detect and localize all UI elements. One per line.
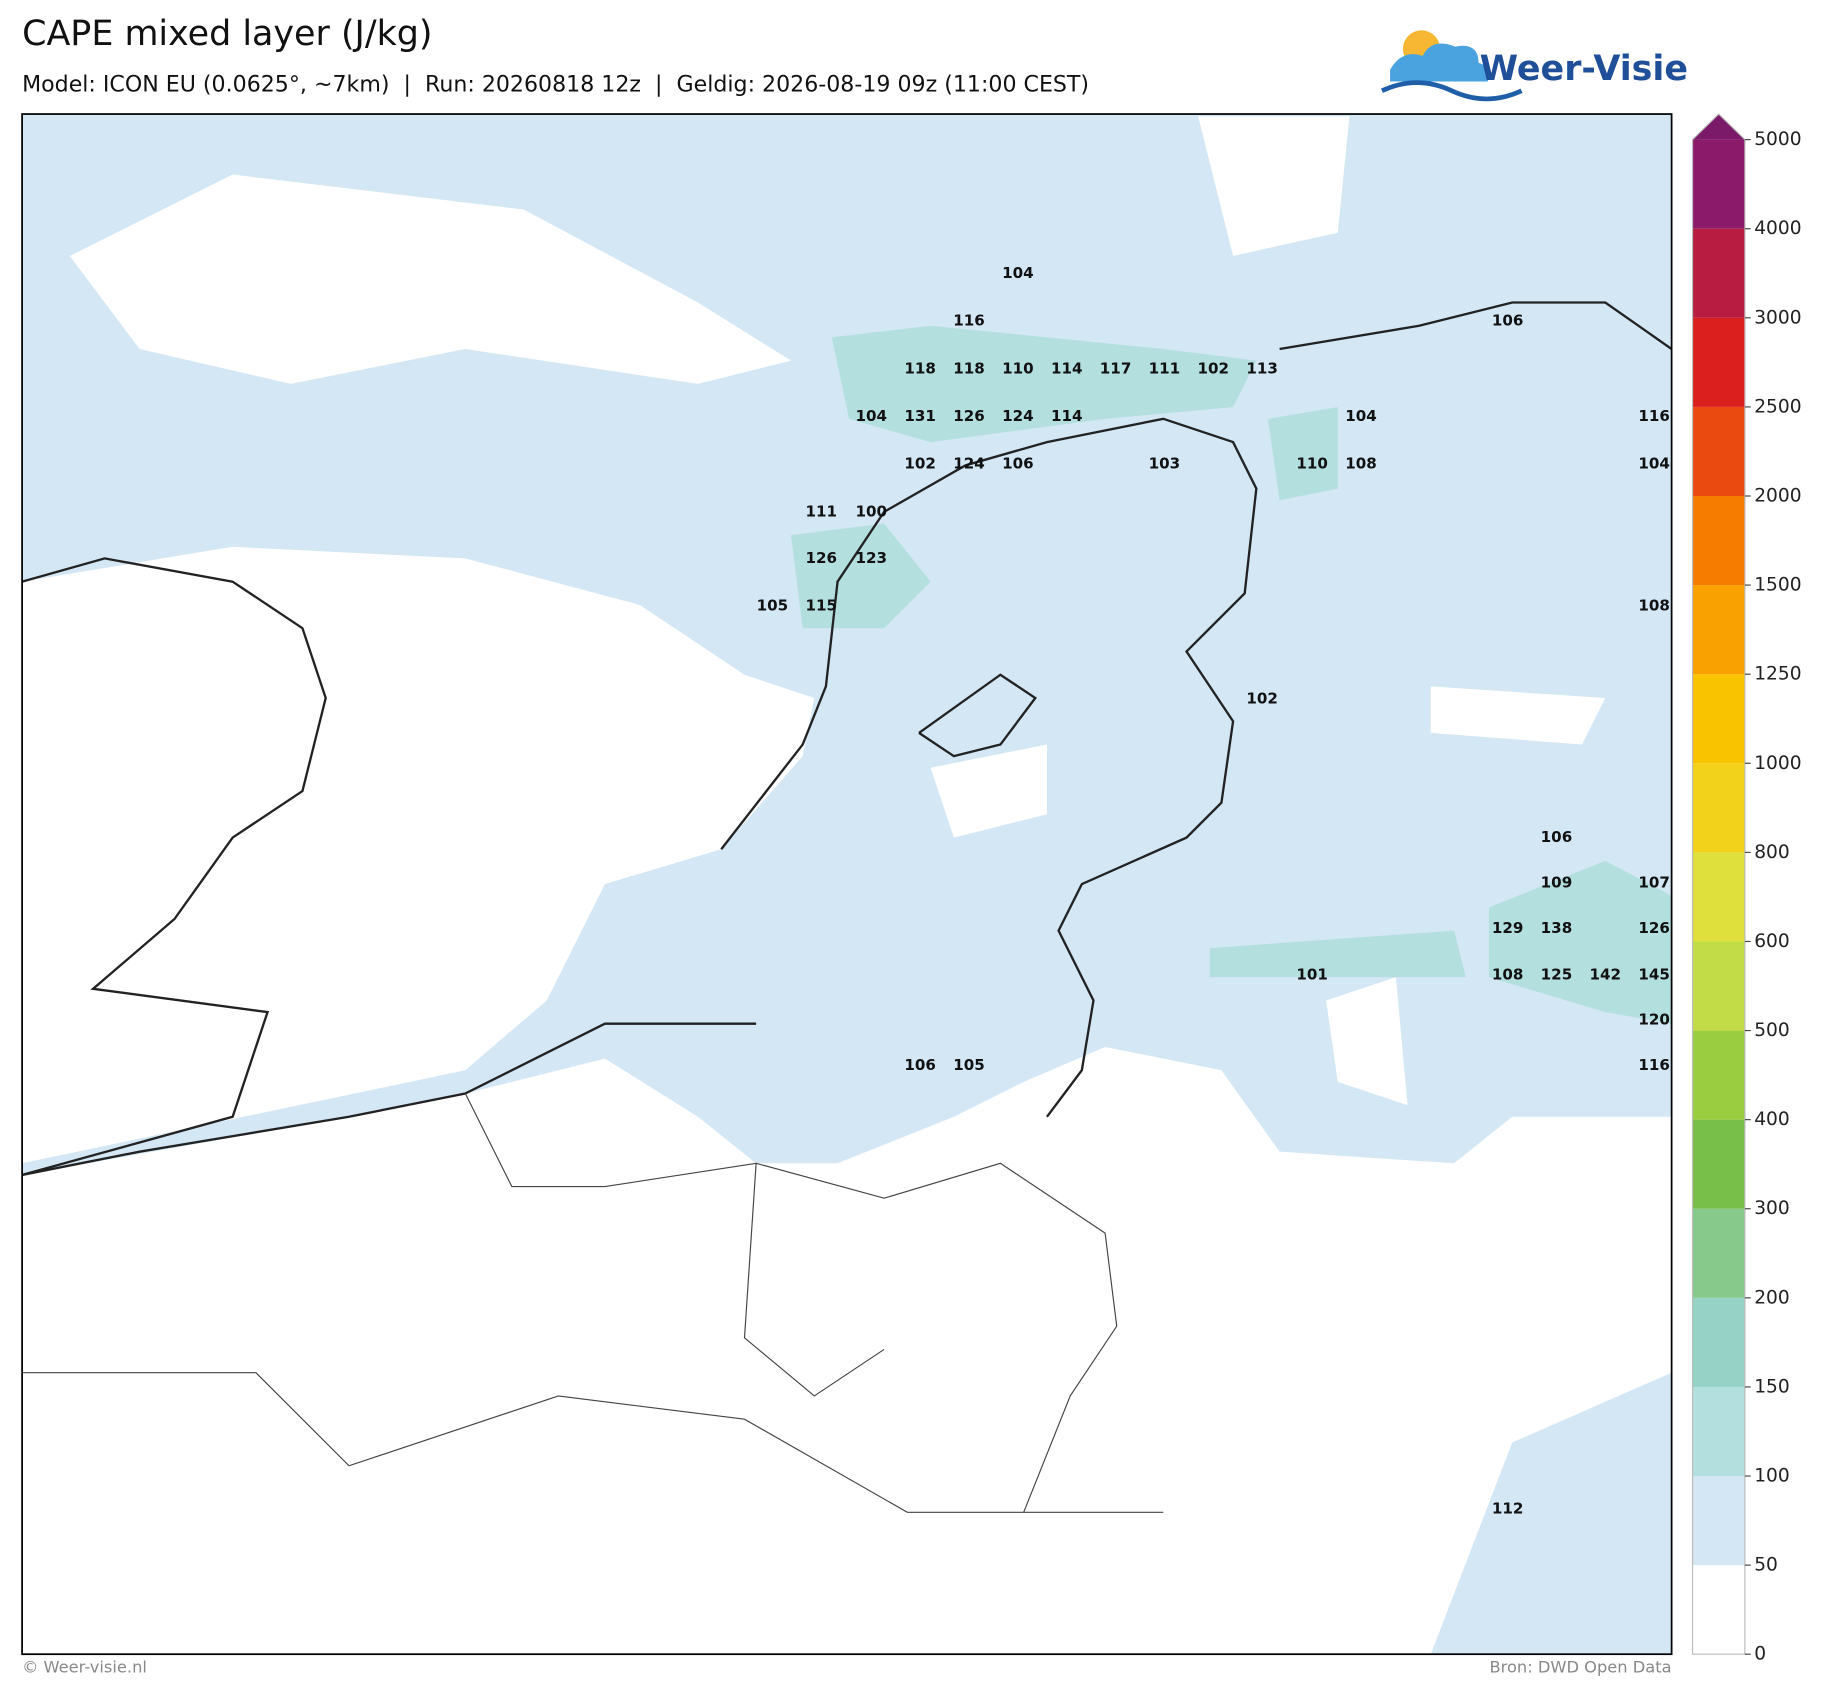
value-label: 104: [1345, 407, 1377, 425]
value-label: 102: [904, 455, 936, 473]
value-labels: 104 116 106 118 118 110 114 117 111 102 113 104 131 1…: [757, 264, 1670, 1517]
colorbar-tick-label: 500: [1754, 1020, 1790, 1041]
colorbar-segment: [1692, 1386, 1745, 1477]
colorbar-segment: [1692, 1208, 1745, 1298]
value-label: 106: [904, 1056, 936, 1074]
value-label: 105: [953, 1056, 985, 1074]
colorbar-tick-label: 1000: [1754, 753, 1801, 774]
value-label: 123: [856, 549, 888, 567]
value-label: 118: [953, 359, 985, 377]
value-label: 111: [1149, 359, 1181, 377]
value-label: 116: [1638, 407, 1670, 425]
value-label: 109: [1541, 873, 1573, 891]
footer-left: © Weer-visie.nl: [22, 1658, 147, 1677]
colorbar-tick-label: 4000: [1754, 218, 1801, 239]
colorbar-tick-label: 300: [1754, 1198, 1790, 1219]
value-label: 126: [1638, 919, 1670, 937]
value-label: 118: [904, 359, 936, 377]
colorbar-tick-label: 0: [1754, 1644, 1766, 1665]
value-label: 111: [805, 502, 837, 520]
value-label: 138: [1541, 919, 1573, 937]
colorbar-segment: [1692, 852, 1745, 942]
colorbar-segment: [1692, 496, 1745, 586]
colorbar-extend: [1692, 114, 1745, 140]
colorbar-tick-label: 3000: [1754, 307, 1801, 328]
colorbar-segment: [1692, 1297, 1745, 1387]
value-label: 124: [953, 455, 985, 473]
colorbar-segment: [1692, 228, 1745, 318]
colorbar-segment: [1692, 1030, 1745, 1120]
value-label: 114: [1051, 407, 1083, 425]
value-label: 117: [1100, 359, 1132, 377]
value-label: 105: [757, 597, 789, 615]
colorbar-segment: [1692, 1119, 1745, 1209]
value-label: 126: [805, 549, 837, 567]
value-label: 115: [805, 597, 837, 615]
colorbar-segment: [1692, 941, 1745, 1031]
colorbar-tick-label: 5000: [1754, 129, 1801, 150]
value-label: 110: [1296, 455, 1328, 473]
logo: Weer-Visie: [1380, 30, 1688, 102]
value-label: 104: [1002, 264, 1034, 282]
colorbar-tick-label: 200: [1754, 1287, 1790, 1308]
colorbar-tick-label: 1250: [1754, 664, 1801, 685]
value-label: 131: [904, 407, 936, 425]
value-label: 129: [1492, 919, 1524, 937]
colorbar-tick-label: 2500: [1754, 396, 1801, 417]
map: [21, 113, 1673, 1656]
subtitle: Model: ICON EU (0.0625°, ~7km) | Run: 20…: [22, 71, 1089, 97]
value-label: 110: [1002, 359, 1034, 377]
colorbar-tick-label: 150: [1754, 1376, 1790, 1397]
logo-text: Weer-Visie: [1480, 49, 1688, 89]
colorbar-segment: [1692, 317, 1745, 407]
value-label: 125: [1541, 965, 1573, 983]
colorbar: 0 50 100 150 200 300 400 500 600 800 1000 1250 1500 2…: [1691, 113, 1802, 1665]
value-label: 108: [1492, 965, 1524, 983]
colorbar-tick-label: 800: [1754, 842, 1790, 863]
value-label: 113: [1246, 359, 1278, 377]
value-label: 106: [1541, 828, 1573, 846]
value-label: 124: [1002, 407, 1034, 425]
value-label: 103: [1149, 455, 1181, 473]
colorbar-tick-label: 2000: [1754, 486, 1801, 507]
value-label: 101: [1296, 965, 1328, 983]
colorbar-tick-label: 1500: [1754, 575, 1801, 596]
colorbar-tick-label: 100: [1754, 1466, 1790, 1487]
colorbar-segment: [1692, 1476, 1745, 1566]
value-label: 142: [1590, 965, 1622, 983]
value-label: 104: [856, 407, 888, 425]
colorbar-tick-label: 400: [1754, 1109, 1790, 1130]
value-label: 108: [1638, 597, 1670, 615]
colorbar-frame: [1691, 113, 1746, 1655]
colorbar-segment: [1692, 674, 1745, 764]
value-label: 108: [1345, 455, 1377, 473]
colorbar-segment: [1692, 139, 1745, 229]
footer-right: Bron: DWD Open Data: [1489, 1658, 1671, 1677]
value-label: 106: [1002, 455, 1034, 473]
colorbar-tick-label: 50: [1754, 1555, 1778, 1576]
colorbar-segment: [1692, 406, 1745, 497]
title: CAPE mixed layer (J/kg): [22, 14, 432, 54]
value-label: 107: [1638, 873, 1670, 891]
value-label: 106: [1492, 312, 1524, 330]
value-label: 114: [1051, 359, 1083, 377]
value-label: 120: [1638, 1011, 1670, 1029]
value-label: 116: [1638, 1056, 1670, 1074]
value-label: 126: [953, 407, 985, 425]
colorbar-segment: [1692, 585, 1745, 675]
value-label: 112: [1492, 1499, 1524, 1517]
value-label: 102: [1246, 690, 1278, 708]
colorbar-tick-label: 600: [1754, 931, 1790, 952]
colorbar-segment: [1692, 763, 1745, 853]
colorbar-segment: [1692, 1565, 1745, 1655]
value-label: 100: [856, 502, 888, 520]
value-label: 116: [953, 312, 985, 330]
value-label: 145: [1638, 965, 1670, 983]
value-label: 102: [1198, 359, 1230, 377]
value-label: 104: [1638, 455, 1670, 473]
